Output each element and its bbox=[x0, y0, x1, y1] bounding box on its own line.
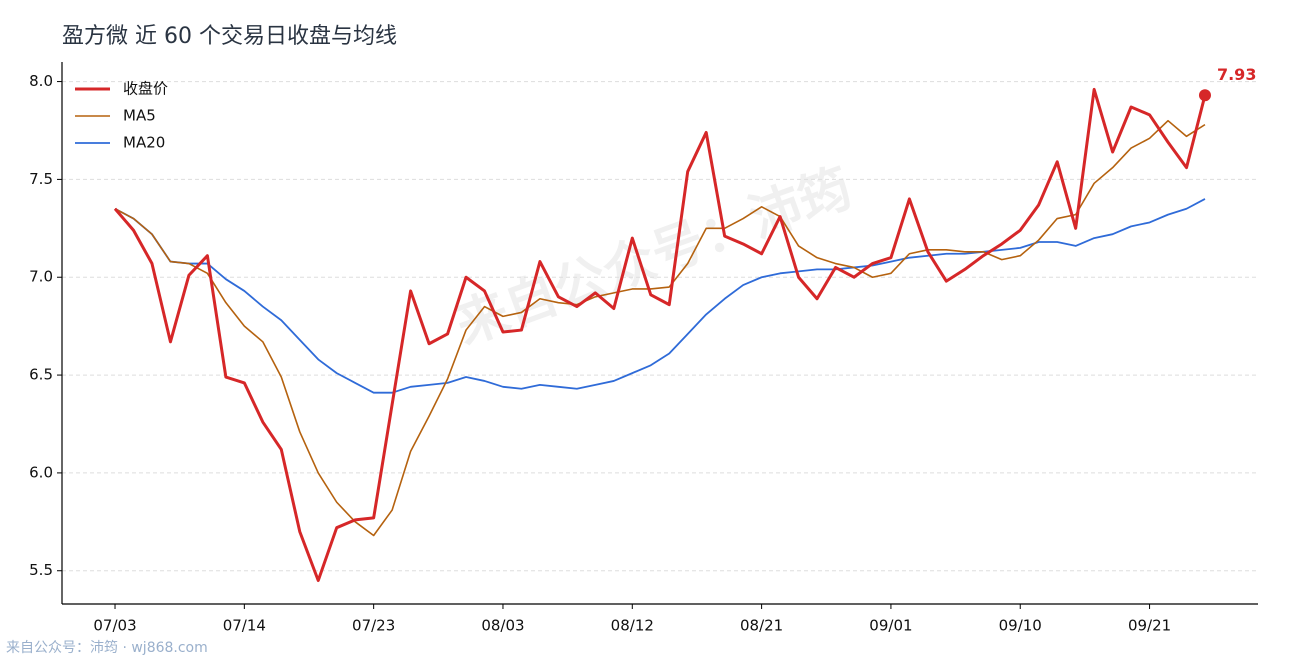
line-series bbox=[114, 119, 1206, 537]
last-value-label: 7.93 bbox=[1217, 65, 1256, 84]
y-tick-label: 6.5 bbox=[29, 366, 53, 384]
line-series bbox=[113, 87, 1207, 583]
watermark: 来自公众号：沛筠 bbox=[448, 158, 859, 357]
x-tick-label: 08/21 bbox=[740, 617, 783, 635]
y-tick-label: 6.0 bbox=[29, 463, 53, 481]
chart-title: 盈方微 近 60 个交易日收盘与均线 bbox=[62, 24, 397, 49]
y-tick-label: 5.5 bbox=[29, 561, 53, 579]
y-tick-label: 8.0 bbox=[29, 72, 53, 90]
x-tick-label: 08/03 bbox=[481, 617, 524, 635]
x-tick-label: 07/03 bbox=[93, 617, 136, 635]
x-tick-label: 08/12 bbox=[611, 617, 654, 635]
footer: 来自公众号：沛筠 · wj868.com bbox=[6, 639, 208, 656]
y-tick-label: 7.0 bbox=[29, 268, 53, 286]
last-point bbox=[1198, 89, 1211, 102]
legend-label: 收盘价 bbox=[123, 80, 168, 98]
x-tick-label: 09/21 bbox=[1128, 617, 1171, 635]
x-tick-label: 09/01 bbox=[869, 617, 912, 635]
line-series bbox=[114, 198, 1206, 394]
x-tick-label: 09/10 bbox=[999, 617, 1042, 635]
y-tick-label: 7.5 bbox=[29, 170, 53, 188]
legend-label: MA5 bbox=[123, 107, 156, 125]
x-tick-label: 07/23 bbox=[352, 617, 395, 635]
x-tick-label: 07/14 bbox=[223, 617, 266, 635]
legend-label: MA20 bbox=[123, 134, 165, 152]
